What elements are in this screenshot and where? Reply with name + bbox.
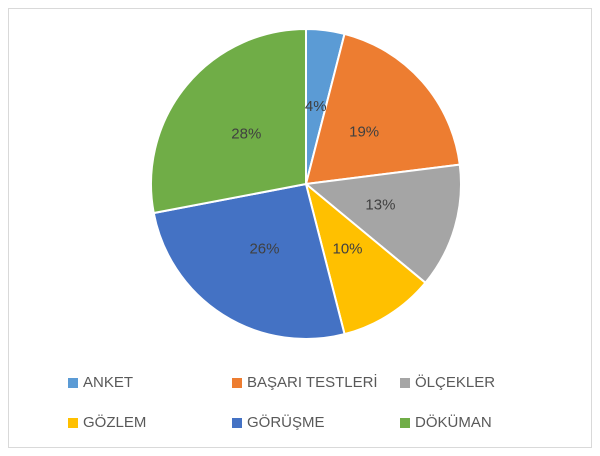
legend-swatch [400,418,410,428]
pie-slice [304,32,461,186]
legend-swatch [68,418,78,428]
legend-label: ANKET [83,374,133,391]
pie-slice [152,182,346,340]
data-label: 4% [305,98,327,115]
data-label: 19% [349,124,379,141]
pie-slice [150,27,307,215]
data-label: 28% [231,126,261,143]
legend-label: BAŞARI TESTLERİ [247,373,378,391]
pie-slice [303,163,462,285]
data-label: 13% [365,197,395,214]
legend-label: ÖLÇEKLER [415,373,495,391]
legend-label: GÖRÜŞME [247,413,325,431]
legend-swatch [232,378,242,388]
legend-swatch [400,378,410,388]
data-label: 26% [249,240,279,257]
data-label: 10% [333,240,363,257]
legend-label: DÖKÜMAN [415,413,492,431]
legend-label: GÖZLEM [83,413,146,431]
legend-swatch [232,418,242,428]
legend-swatch [68,378,78,388]
